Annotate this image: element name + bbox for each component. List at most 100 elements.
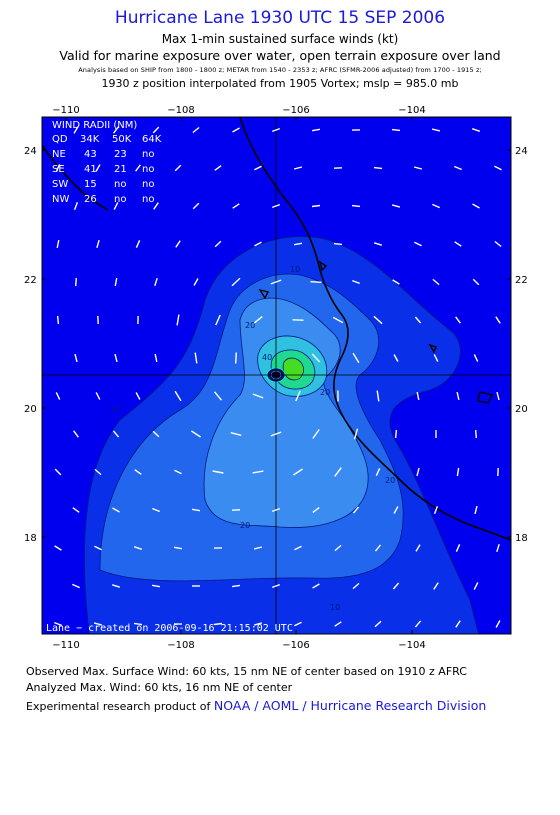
wind-vector <box>74 353 78 363</box>
wind-vector <box>230 432 242 436</box>
longitude-axis: −110 −108 −106 −104 −110 −108 −106 −104 <box>52 105 425 651</box>
wind-vector <box>495 620 501 628</box>
wind-vector <box>252 470 264 474</box>
wind-vector <box>212 470 224 474</box>
wind-vector <box>353 428 359 440</box>
wind-vector <box>214 165 222 171</box>
wind-radii-value: no <box>114 194 126 205</box>
lat-label-left: 22 <box>24 275 37 286</box>
wind-vector <box>215 314 221 326</box>
wind-vector <box>334 544 342 552</box>
wind-contours <box>42 117 511 634</box>
wind-vector <box>414 241 422 247</box>
wind-vector <box>54 468 62 476</box>
lon-label-top: −106 <box>282 105 309 116</box>
contour-label: 20 <box>320 388 330 397</box>
wind-vector <box>254 165 262 171</box>
wind-vector <box>113 202 119 210</box>
lon-label-bottom: −108 <box>167 640 194 651</box>
wind-vector <box>73 126 79 134</box>
wind-vector <box>270 279 282 285</box>
wind-vector <box>95 164 101 172</box>
wind-vector <box>332 316 344 324</box>
wind-vector <box>96 240 100 248</box>
wind-vector <box>73 430 79 438</box>
wind-vector <box>134 469 142 475</box>
lat-label-right: 18 <box>515 533 528 544</box>
wind-vector <box>175 240 181 248</box>
map-credit: Lane − created on 2006-09-16 21:15:02 UT… <box>46 623 293 634</box>
wind-vector <box>112 430 120 438</box>
wind-vector <box>471 128 481 132</box>
wind-vector <box>455 620 461 628</box>
wind-vector <box>293 166 303 170</box>
wind-vector <box>231 277 241 287</box>
wind-vector <box>352 352 360 364</box>
wind-vector <box>414 316 422 324</box>
wind-vector <box>95 392 101 400</box>
wind-radii-title: WIND RADII (NM) <box>52 120 137 131</box>
wind-vector <box>373 166 383 170</box>
wind-analysis-map: 10 20 10 20 20 10 20 40 −110 −108 −106 −… <box>24 105 528 651</box>
wind-vector <box>152 430 160 438</box>
wind-vector <box>311 128 321 132</box>
wind-vector <box>271 203 281 209</box>
wind-vector <box>295 390 301 402</box>
wind-vector <box>253 546 263 550</box>
wind-vector <box>72 507 80 513</box>
wind-vector <box>375 468 381 476</box>
wind-vector <box>114 353 118 363</box>
lat-label-left: 18 <box>24 533 37 544</box>
wind-radii-value: 15 <box>84 179 97 190</box>
lat-label-left: 20 <box>24 404 37 415</box>
contour-label: 20 <box>245 321 255 330</box>
wind-vector <box>135 240 141 248</box>
wind-vector <box>310 281 322 283</box>
position-note: 1930 z position interpolated from 1905 V… <box>101 77 459 90</box>
wind-vector <box>472 203 480 209</box>
wind-vector <box>133 622 143 626</box>
longitude-ticks <box>65 117 413 634</box>
wind-vector <box>174 164 182 172</box>
wind-vector <box>496 391 500 401</box>
wind-vector <box>312 583 320 589</box>
wind-radii-header-50k: 50K <box>112 134 132 145</box>
wind-vector <box>293 468 303 476</box>
wind-vector <box>392 582 400 590</box>
wind-vector <box>253 316 263 324</box>
wind-vector <box>174 469 182 475</box>
wind-vector <box>394 429 398 439</box>
hrd-link[interactable]: NOAA / AOML / Hurricane Research Divisio… <box>213 698 487 713</box>
wind-radii-table: WIND RADII (NM) QD 34K 50K 64K NE 43 23 … <box>52 120 162 205</box>
wind-vector <box>191 508 201 512</box>
contour-label: 10 <box>290 265 300 274</box>
lon-label-bottom: −110 <box>52 640 79 651</box>
wind-radii-value: 21 <box>114 164 127 175</box>
wind-vector <box>112 507 120 513</box>
wind-vector <box>270 431 282 437</box>
wind-vector <box>54 545 62 551</box>
wind-radii-quadrant: NW <box>52 194 69 205</box>
wind-vector <box>433 582 439 590</box>
wind-vector <box>294 545 302 551</box>
wind-vector <box>312 429 320 439</box>
wind-radii-quadrant: SW <box>52 179 68 190</box>
lon-label-top: −110 <box>52 105 79 116</box>
wind-radii-value: no <box>142 179 154 190</box>
baja-coastline <box>42 144 109 211</box>
wind-vector <box>72 583 80 589</box>
wind-vector <box>293 242 303 246</box>
wind-vector <box>494 240 502 248</box>
contour-label: 10 <box>330 603 340 612</box>
wind-vector <box>193 278 199 286</box>
wind-vector <box>93 622 103 626</box>
wind-vector <box>475 429 477 439</box>
wind-vector <box>311 204 321 208</box>
wind-vector <box>75 277 77 287</box>
map-subtitle: Max 1-min sustained surface winds (kt) <box>161 32 399 46</box>
map-title: Hurricane Lane 1930 UTC 15 SEP 2006 <box>114 8 446 28</box>
wind-vector <box>393 354 399 362</box>
wind-vector <box>152 126 160 134</box>
wind-vector <box>496 543 500 553</box>
wind-vector <box>114 277 118 287</box>
